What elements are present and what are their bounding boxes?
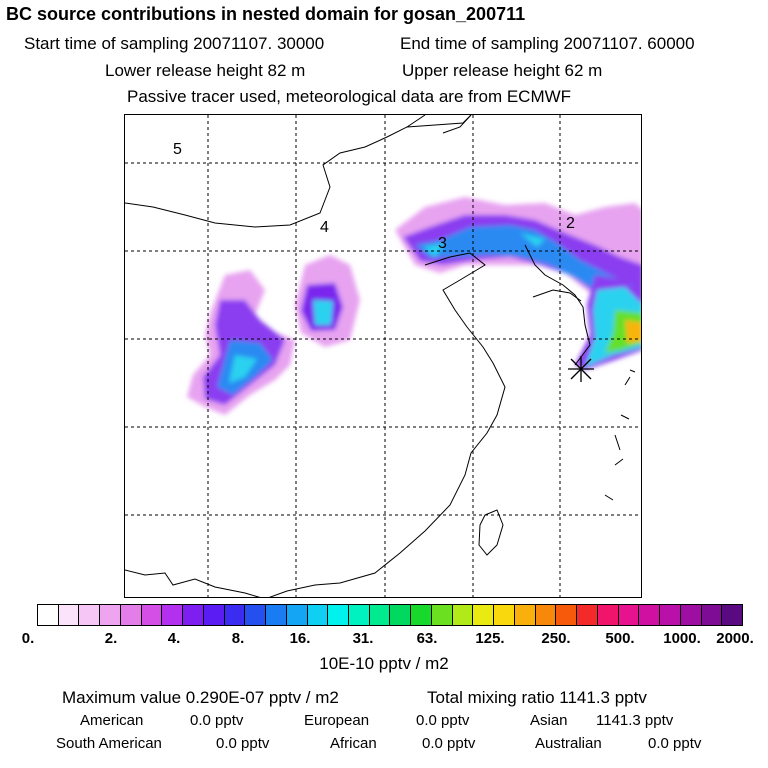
colorbar-segment (514, 605, 536, 625)
colorbar-segment (141, 605, 163, 625)
colorbar-segment (494, 605, 515, 625)
american-value: 0.0 pptv (190, 712, 244, 729)
colorbar-units: 10E-10 pptv / m2 (319, 654, 449, 673)
coastlines (125, 115, 636, 597)
colorbar-segment (203, 605, 225, 625)
colorbar-segment (286, 605, 308, 625)
colorbar-tick-labels: 0. 2. 4. 8. 16. 31. 63. 125. 250. 500. 1… (0, 630, 768, 650)
plume-field (187, 197, 641, 415)
colorbar-tick: 63. (416, 630, 438, 647)
sampling-end: End time of sampling 20071107. 60000 (400, 34, 695, 53)
colorbar-segment (639, 605, 661, 625)
region-label-5: 5 (173, 141, 182, 158)
colorbar-segment (722, 605, 742, 625)
colorbar-segment (577, 605, 598, 625)
lower-release-height: Lower release height 82 m (105, 61, 306, 80)
colorbar-tick: 125. (475, 630, 505, 647)
colorbar-tick: 31. (352, 630, 374, 647)
colorbar-segment (100, 605, 121, 625)
colorbar-segment (473, 605, 495, 625)
map-panel: 5 4 3 2 (124, 114, 642, 598)
colorbar-tick: 500. (605, 630, 635, 647)
region-label-2: 2 (566, 215, 575, 232)
colorbar-tick: 16. (289, 630, 311, 647)
region-label-4: 4 (320, 219, 329, 236)
colorbar-tick: 1000. (663, 630, 701, 647)
colorbar-segment (556, 605, 578, 625)
total-mixing-ratio: Total mixing ratio 1141.3 pptv (427, 688, 647, 707)
south-american-value: 0.0 pptv (216, 735, 270, 752)
colorbar-segment (266, 605, 287, 625)
colorbar-segment (618, 605, 640, 625)
australian-value: 0.0 pptv (648, 735, 702, 752)
sampling-start: Start time of sampling 20071107. 30000 (24, 34, 325, 53)
max-value: Maximum value 0.290E-07 pptv / m2 (62, 688, 339, 707)
map-title: BC source contributions in nested domain… (6, 4, 526, 24)
colorbar-segment (245, 605, 267, 625)
south-american-label: South American (56, 735, 162, 752)
asian-value: 1141.3 pptv (596, 712, 674, 729)
colorbar-segment (79, 605, 101, 625)
african-value: 0.0 pptv (422, 735, 476, 752)
european-value: 0.0 pptv (416, 712, 470, 729)
african-label: African (330, 735, 377, 752)
colorbar-segment (390, 605, 412, 625)
asian-label: Asian (530, 712, 568, 729)
graticule (125, 115, 641, 597)
colorbar-segment (597, 605, 619, 625)
colorbar-segment (328, 605, 350, 625)
colorbar (37, 604, 743, 626)
colorbar-tick: 250. (541, 630, 571, 647)
colorbar-segment (58, 605, 80, 625)
colorbar-tick: 0. (21, 630, 35, 647)
region-label-3: 3 (438, 235, 447, 252)
colorbar-segment (120, 605, 142, 625)
colorbar-segment (349, 605, 370, 625)
colorbar-segment (369, 605, 391, 625)
colorbar-segment (680, 605, 702, 625)
australian-label: Australian (535, 735, 602, 752)
map-canvas (125, 115, 641, 597)
colorbar-tick: 2. (104, 630, 118, 647)
colorbar-tick: 2000. (716, 630, 754, 647)
colorbar-segment (431, 605, 453, 625)
colorbar-segment (701, 605, 723, 625)
colorbar-segment (411, 605, 432, 625)
colorbar-segment (183, 605, 204, 625)
tracer-note: Passive tracer used, meteorological data… (127, 87, 572, 106)
receptor-star-icon (568, 356, 594, 382)
colorbar-segment (38, 605, 59, 625)
upper-release-height: Upper release height 62 m (402, 61, 603, 80)
colorbar-segment (535, 605, 557, 625)
american-label: American (80, 712, 144, 729)
european-label: European (304, 712, 370, 729)
colorbar-segment (307, 605, 329, 625)
colorbar-segment (452, 605, 474, 625)
colorbar-tick: 8. (231, 630, 245, 647)
colorbar-segment (162, 605, 184, 625)
colorbar-tick: 4. (167, 630, 181, 647)
colorbar-segment (224, 605, 246, 625)
colorbar-segment (660, 605, 681, 625)
